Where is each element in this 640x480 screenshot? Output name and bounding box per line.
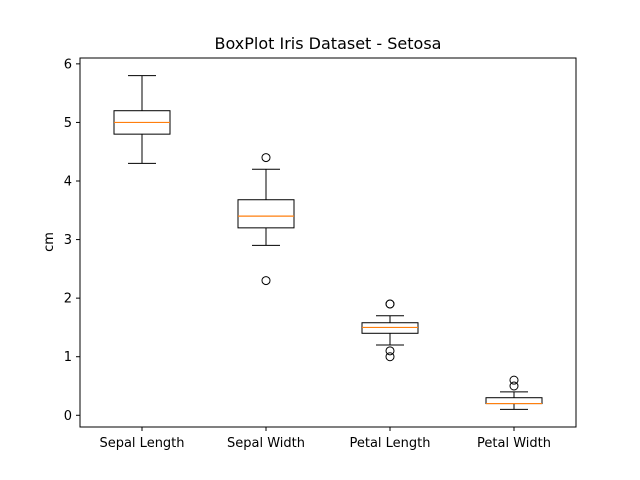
axes-frame [79, 57, 577, 428]
x-tick-label: Sepal Width [227, 436, 305, 451]
y-tick-label: 0 [64, 409, 72, 424]
outlier-point [385, 299, 395, 309]
y-tick-label: 6 [64, 57, 72, 72]
outlier-point [509, 381, 519, 391]
x-tick-label: Petal Width [477, 436, 551, 451]
y-tick-label: 2 [64, 292, 72, 307]
x-tick-label: Sepal Length [99, 436, 184, 451]
chart-title: BoxPlot Iris Dataset - Setosa [215, 34, 442, 53]
y-axis-label: cm [42, 232, 57, 252]
box-iqr [485, 397, 543, 405]
outlier-point [385, 346, 395, 356]
y-tick-label: 5 [64, 116, 72, 131]
y-tick-label: 1 [64, 350, 72, 365]
y-tick-label: 4 [64, 175, 72, 190]
box-iqr [237, 199, 295, 229]
outlier-point [261, 153, 271, 163]
x-tick-label: Petal Length [349, 436, 430, 451]
outlier-point [385, 352, 395, 362]
plot-area: 0 1 2 3 4 5 6 Sepal Length Sepal Width Petal Leng… [64, 57, 551, 451]
y-tick-label: 3 [64, 233, 72, 248]
outlier-point [261, 276, 271, 286]
outlier-point [509, 375, 519, 385]
